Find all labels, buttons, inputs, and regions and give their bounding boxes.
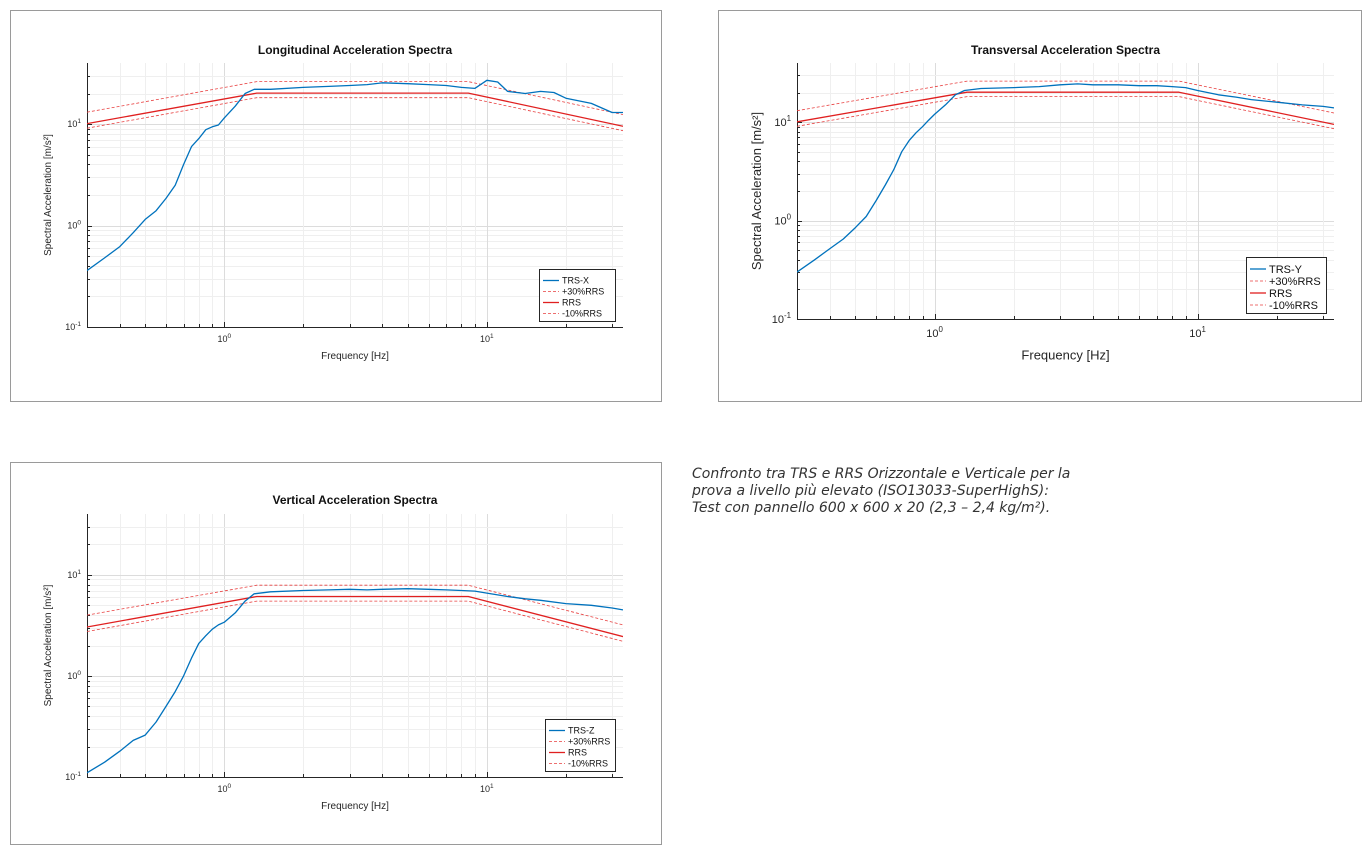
- legend-label: -10%RRS: [562, 309, 602, 319]
- y-tick-label: 100: [774, 213, 791, 228]
- chart-title: Transversal Acceleration Spectra: [971, 43, 1160, 57]
- chart-longitudinal: 100 101 10-1 100 101 Longitudinal Acceleratio…: [43, 43, 623, 362]
- grid: [797, 63, 1334, 319]
- x-tick-label: 100: [217, 783, 231, 794]
- y-axis-label: Spectral Acceleration [m/s²]: [749, 112, 764, 270]
- chart-vertical: 100 101 10-1 100 101 Vertical Acceleration Sp…: [43, 493, 623, 812]
- y-tick-label: 10-1: [65, 771, 81, 782]
- figure-caption: Confronto tra TRS e RRS Orizzontale e Ve…: [692, 466, 1212, 517]
- x-tick-label: 100: [217, 333, 231, 344]
- y-tick-label: 101: [774, 114, 791, 129]
- x-tick-label: 100: [926, 325, 943, 340]
- chart-title: Vertical Acceleration Spectra: [273, 493, 438, 507]
- series-line--30-rrs: [797, 80, 1334, 114]
- series-line-rrs: [87, 92, 623, 127]
- tick-marks: [87, 527, 613, 778]
- y-axis-label: Spectral Acceleration [m/s²]: [43, 134, 54, 256]
- series-line--10-rrs: [87, 600, 623, 642]
- x-tick-label: 101: [480, 333, 494, 344]
- tick-marks: [797, 75, 1324, 320]
- series-line--30-rrs: [87, 584, 623, 626]
- legend-box: [1246, 257, 1327, 314]
- legend-box: [545, 719, 616, 772]
- legend-label: RRS: [1269, 288, 1292, 300]
- grid: [87, 514, 623, 777]
- legend-label: RRS: [568, 748, 587, 758]
- x-axis-label: Frequency [Hz]: [321, 801, 389, 812]
- legend-box: [539, 269, 616, 322]
- legend-label: +30%RRS: [1269, 276, 1321, 288]
- series-line-trs-z: [87, 588, 623, 774]
- legend-label: TRS-Z: [568, 726, 595, 736]
- series-line--10-rrs: [797, 96, 1334, 130]
- y-tick-label: 101: [67, 118, 81, 129]
- y-tick-label: 10-1: [65, 321, 81, 332]
- tick-marks: [87, 76, 613, 328]
- legend-label: RRS: [562, 298, 581, 308]
- series-line-trs-x: [87, 79, 623, 272]
- legend-label: -10%RRS: [568, 759, 608, 769]
- chart-panel-longitudinal: 100 101 10-1 100 101 Longitudinal Acceleratio…: [10, 10, 662, 402]
- series-line-rrs: [87, 595, 623, 638]
- chart-transversal: 100 101 10-1 100 101 Transversal Acceleration…: [749, 43, 1334, 363]
- x-axis-label: Frequency [Hz]: [321, 351, 389, 362]
- legend-label: +30%RRS: [562, 287, 604, 297]
- legend-label: TRS-Y: [1269, 264, 1303, 276]
- series-line-trs-y: [797, 83, 1334, 273]
- chart-panel-transversal: 100 101 10-1 100 101 Transversal Acceleration…: [718, 10, 1362, 402]
- caption-line-2: prova a livello più elevato (ISO13033-Su…: [692, 483, 1049, 499]
- legend-label: TRS-X: [562, 276, 589, 286]
- series-line--10-rrs: [87, 97, 623, 132]
- series-line--30-rrs: [87, 81, 623, 115]
- x-tick-label: 101: [480, 783, 494, 794]
- y-tick-label: 100: [67, 670, 81, 681]
- legend-label: -10%RRS: [1269, 300, 1318, 312]
- chart-title: Longitudinal Acceleration Spectra: [258, 43, 453, 57]
- y-tick-label: 101: [67, 569, 81, 580]
- x-tick-label: 101: [1189, 325, 1206, 340]
- series-line-rrs: [797, 91, 1334, 126]
- caption-line-1: Confronto tra TRS e RRS Orizzontale e Ve…: [692, 466, 1071, 482]
- legend-label: +30%RRS: [568, 737, 610, 747]
- y-tick-label: 10-1: [772, 311, 792, 326]
- caption-line-3: Test con pannello 600 x 600 x 20 (2,3 – …: [692, 500, 1051, 516]
- y-tick-label: 100: [67, 220, 81, 231]
- x-axis-label: Frequency [Hz]: [1021, 348, 1109, 363]
- chart-panel-vertical: 100 101 10-1 100 101 Vertical Acceleration Sp…: [10, 462, 662, 845]
- y-axis-label: Spectral Acceleration [m/s²]: [43, 584, 54, 706]
